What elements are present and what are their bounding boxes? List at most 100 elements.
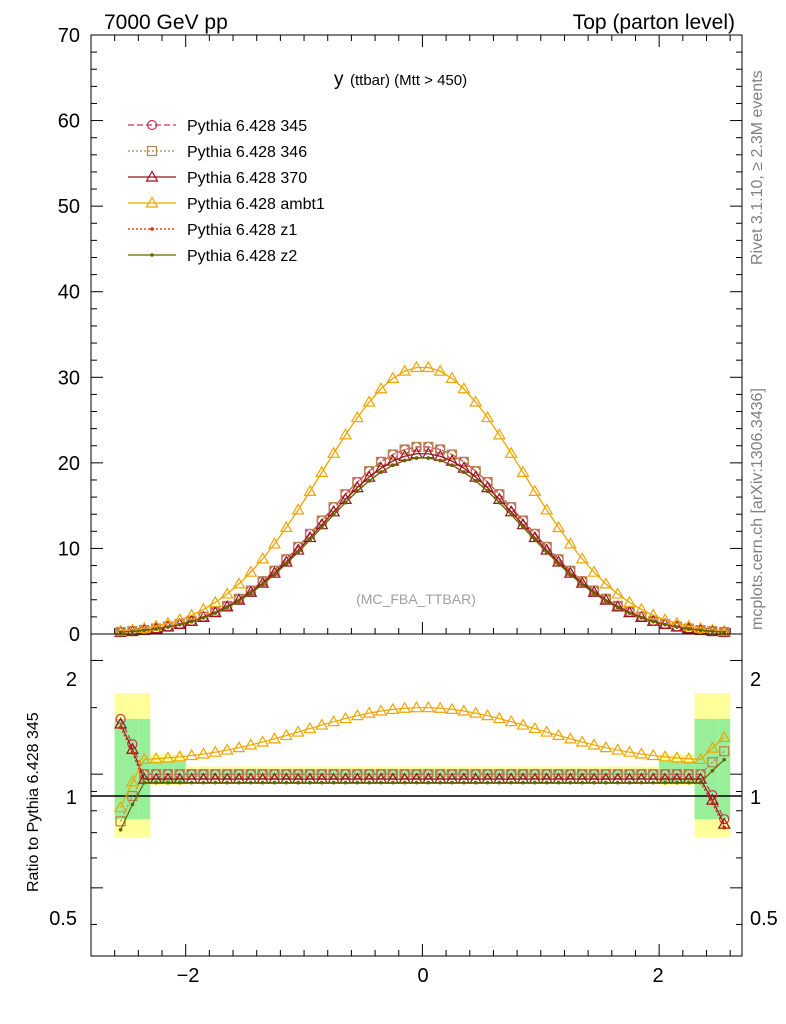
ratio-marker-4 — [722, 825, 727, 830]
marker-5 — [592, 591, 596, 596]
ratio-marker-3 — [291, 725, 305, 737]
marker-5 — [248, 591, 253, 596]
ratio-ylabel: Ratio to Pythia 6.428 345 — [25, 712, 42, 892]
ratio-marker-5 — [237, 780, 241, 785]
marker-1 — [387, 449, 398, 460]
ratio-marker-5 — [722, 757, 727, 762]
marker-5 — [686, 627, 691, 631]
ratio-marker-5 — [272, 780, 277, 785]
marker-5 — [237, 599, 241, 603]
ratio-marker-3 — [350, 708, 364, 721]
legend-label-5: Pythia 6.428 z2 — [187, 248, 297, 265]
ratio-marker-4 — [130, 750, 135, 755]
ratio-marker-3 — [161, 751, 175, 763]
marker-5 — [473, 479, 478, 483]
ratio-marker-5 — [521, 780, 525, 785]
marker-3 — [279, 520, 293, 533]
ratio-marker-3 — [362, 706, 376, 718]
marker-5 — [462, 470, 466, 474]
marker-1 — [458, 456, 469, 467]
marker-5 — [130, 629, 135, 634]
ratio-marker-3 — [208, 745, 222, 757]
legend: Pythia 6.428 345 Pythia 6.428 346 Pythia 6… — [128, 118, 325, 265]
marker-3 — [528, 484, 542, 496]
ratio-marker-5 — [604, 780, 608, 785]
marker-3 — [540, 503, 554, 515]
marker-3 — [114, 624, 128, 636]
marker-5 — [509, 512, 513, 517]
ratio-marker-3 — [386, 702, 400, 714]
ratio-curves — [114, 701, 731, 832]
marker-3 — [362, 395, 376, 407]
ratio-marker-5 — [248, 780, 253, 785]
marker-3 — [232, 577, 246, 589]
marker-1 — [411, 441, 422, 453]
marker-5 — [402, 458, 407, 463]
ratio-marker-3 — [445, 702, 459, 714]
ratio-bands — [114, 693, 731, 838]
ratio-marker-3 — [540, 725, 554, 737]
marker-5 — [544, 550, 549, 554]
marker-5 — [308, 538, 312, 542]
marker-5 — [698, 628, 703, 633]
ratio-marker-3 — [658, 750, 672, 762]
marker-3 — [575, 552, 589, 564]
marker-5 — [367, 479, 371, 483]
marker-3 — [599, 577, 613, 589]
marker-3 — [409, 360, 424, 373]
ratio-marker-3 — [705, 741, 719, 753]
marker-3 — [421, 360, 435, 373]
ratio-marker-0 — [115, 713, 126, 725]
marker-5 — [177, 622, 182, 627]
ratio-marker-3 — [563, 732, 577, 744]
ratio-ytick-1: 1 — [66, 787, 77, 809]
ratio-marker-3 — [279, 728, 293, 741]
main-ytick-label: 70 — [58, 25, 80, 47]
ratio-marker-5 — [201, 780, 206, 785]
xtick-minus2: −2 — [177, 965, 200, 987]
marker-5 — [426, 456, 431, 460]
main-ytick-label: 50 — [58, 196, 80, 218]
ratio-band-green — [150, 761, 163, 783]
ratio-marker-5 — [509, 780, 513, 785]
marker-5 — [154, 627, 158, 631]
ratio-marker-3 — [717, 730, 731, 743]
ratio-marker-3 — [504, 715, 518, 727]
legend-marker-0 — [146, 119, 158, 131]
ratio-marker-5 — [556, 780, 561, 785]
marker-3 — [386, 371, 400, 383]
ratio-band-green — [114, 718, 127, 820]
marker-3 — [220, 587, 234, 599]
main-ytick-label: 0 — [69, 624, 80, 646]
ratio-marker-3 — [516, 718, 530, 730]
marker-5 — [343, 500, 348, 505]
marker-5 — [675, 625, 679, 629]
ratio-marker-5 — [343, 780, 348, 785]
marker-3 — [492, 428, 506, 440]
marker-5 — [604, 599, 608, 603]
marker-3 — [623, 595, 637, 608]
ratio-marker-3 — [196, 747, 210, 759]
marker-5 — [533, 538, 537, 542]
main-axis-ticks — [90, 34, 742, 635]
ratio-marker-5 — [355, 780, 360, 785]
marker-3 — [315, 465, 329, 477]
ratio-marker-5 — [485, 780, 490, 785]
marker-1 — [435, 444, 446, 455]
ratio-marker-5 — [320, 780, 324, 785]
legend-label-2: Pythia 6.428 370 — [187, 170, 307, 187]
marker-5 — [568, 572, 573, 577]
ratio-ytick-2-right: 2 — [750, 669, 761, 691]
ratio-marker-5 — [225, 780, 229, 785]
marker-3 — [256, 552, 270, 564]
marker-5 — [580, 582, 585, 587]
marker-3 — [374, 382, 388, 394]
ratio-marker-5 — [497, 780, 502, 785]
ratio-marker-3 — [185, 748, 199, 761]
watermark: (MC_FBA_TTBAR) — [356, 591, 476, 607]
ratio-marker-5 — [592, 780, 596, 785]
marker-3 — [196, 602, 210, 615]
marker-1 — [446, 449, 458, 460]
ratio-marker-3 — [623, 745, 637, 757]
ratio-marker-3 — [492, 711, 506, 724]
